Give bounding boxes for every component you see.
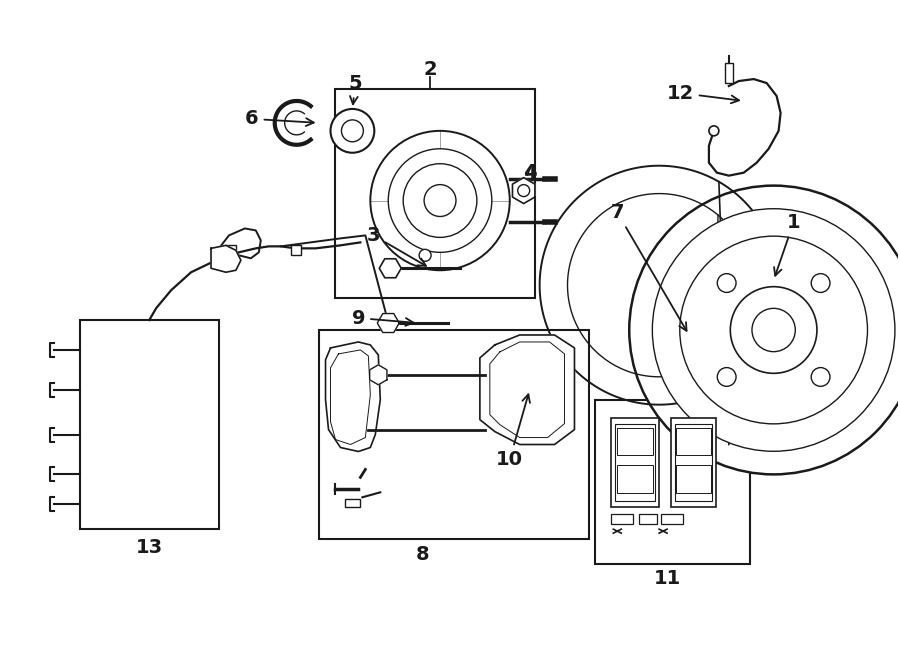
Bar — [724, 63, 733, 83]
Circle shape — [652, 209, 895, 451]
Bar — [79, 320, 219, 529]
Circle shape — [680, 236, 868, 424]
Circle shape — [419, 249, 431, 261]
Polygon shape — [377, 313, 400, 332]
Text: 5: 5 — [348, 73, 362, 104]
Text: 11: 11 — [653, 570, 680, 588]
Circle shape — [730, 287, 817, 373]
Polygon shape — [326, 342, 381, 451]
Circle shape — [403, 164, 477, 237]
Bar — [639, 514, 657, 524]
Bar — [336, 89, 535, 298]
Bar — [617, 465, 653, 493]
Text: 9: 9 — [352, 309, 413, 328]
Bar — [319, 330, 590, 539]
Circle shape — [717, 368, 736, 386]
Bar — [611, 418, 659, 507]
Text: 1: 1 — [774, 213, 800, 276]
Text: 4: 4 — [523, 163, 536, 182]
Circle shape — [811, 274, 830, 292]
Bar — [671, 418, 716, 507]
Circle shape — [424, 184, 456, 217]
Bar — [662, 514, 683, 524]
Bar — [291, 245, 301, 255]
Bar — [675, 424, 712, 501]
Polygon shape — [379, 258, 401, 278]
Polygon shape — [480, 335, 574, 444]
Circle shape — [717, 274, 736, 292]
Text: 10: 10 — [496, 395, 530, 469]
Text: 6: 6 — [245, 109, 314, 128]
Circle shape — [518, 184, 530, 196]
Text: 8: 8 — [415, 545, 429, 564]
Circle shape — [341, 120, 364, 142]
Text: 13: 13 — [136, 537, 163, 557]
Text: 2: 2 — [423, 59, 436, 79]
Circle shape — [370, 131, 509, 270]
Circle shape — [629, 186, 900, 475]
Circle shape — [752, 308, 796, 352]
Text: 7: 7 — [610, 203, 687, 331]
Bar — [616, 424, 655, 501]
Bar — [226, 245, 236, 255]
Polygon shape — [370, 365, 387, 385]
Bar — [346, 499, 360, 507]
Bar — [611, 514, 634, 524]
Bar — [617, 428, 653, 455]
Bar — [676, 465, 711, 493]
Text: 12: 12 — [667, 83, 739, 103]
Circle shape — [709, 126, 719, 136]
Circle shape — [330, 109, 374, 153]
Polygon shape — [512, 178, 535, 204]
Circle shape — [811, 368, 830, 386]
Polygon shape — [211, 245, 241, 272]
Bar — [596, 400, 750, 564]
Circle shape — [388, 149, 491, 253]
Bar — [676, 428, 711, 455]
Text: 3: 3 — [367, 226, 426, 266]
